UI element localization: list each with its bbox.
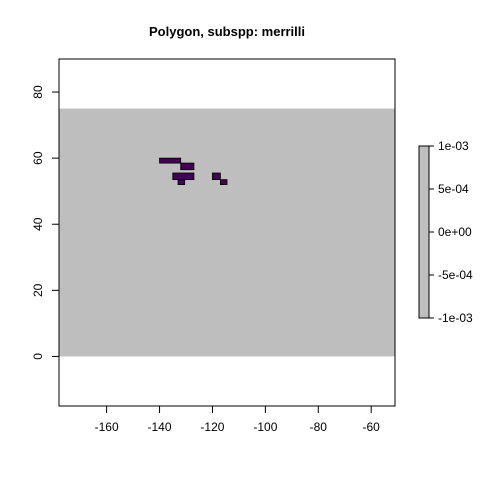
legend-ticks: -1e-03 -5e-04 0e+00 5e-04 1e-03	[429, 139, 473, 325]
polygon-cell-3	[177, 179, 186, 185]
legend-tick-label-3: 5e-04	[438, 182, 469, 196]
polygon-cell-2	[172, 172, 195, 181]
legend-tick-label-0: -1e-03	[438, 311, 473, 325]
x-tick-label-4: -80	[310, 420, 328, 434]
x-tick-label-0: -160	[95, 420, 119, 434]
x-tick-label-3: -100	[253, 420, 277, 434]
legend-tick-label-1: -5e-04	[438, 268, 473, 282]
y-tick-label-3: 60	[31, 151, 45, 165]
polygon-cell-5	[219, 179, 228, 185]
y-axis: 0 20 40 60 80	[31, 85, 60, 360]
polygon-cell-1	[180, 162, 195, 171]
x-tick-label-5: -60	[363, 420, 381, 434]
y-tick-label-2: 40	[31, 217, 45, 231]
y-tick-label-4: 80	[31, 85, 45, 99]
y-tick-label-1: 20	[31, 283, 45, 297]
map-title: Polygon, subspp: merrilli	[149, 24, 305, 39]
polygon-cell-0	[159, 157, 182, 164]
x-tick-label-2: -120	[200, 420, 224, 434]
y-tick-label-0: 0	[31, 353, 45, 360]
legend-tick-label-4: 1e-03	[438, 139, 469, 153]
plot-area	[58, 58, 396, 407]
polygon-cell-4	[212, 172, 221, 181]
x-tick-label-1: -140	[148, 420, 172, 434]
legend-colorbar	[418, 145, 430, 319]
color-legend: -1e-03 -5e-04 0e+00 5e-04 1e-03	[418, 139, 473, 325]
legend-tick-label-2: 0e+00	[438, 225, 472, 239]
x-axis: -160 -140 -120 -100 -80 -60	[95, 405, 381, 434]
polygon-cells	[159, 157, 228, 185]
raster-background	[59, 108, 395, 357]
